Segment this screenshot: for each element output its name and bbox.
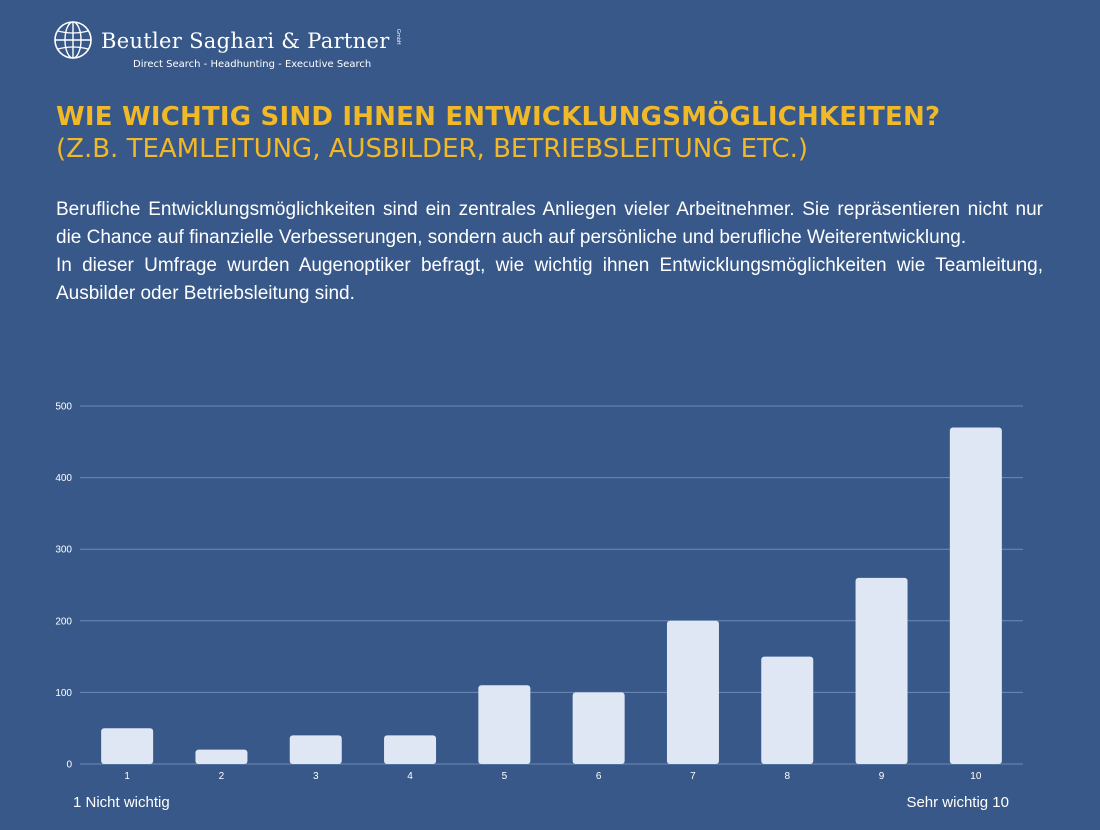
brand-tagline: Direct Search - Headhunting - Executive … [133,59,372,70]
x-tick-label: 4 [407,771,413,782]
bar-4 [384,735,437,764]
x-tick-label: 2 [219,771,225,782]
x-tick-label: 10 [970,771,982,782]
y-tick-label: 200 [55,616,72,627]
brand-name: Beutler Saghari & Partner [101,29,390,53]
description-paragraph-1: Berufliche Entwicklungsmöglichkeiten sin… [56,199,1043,248]
bar-chart: 0 100 200 300 400 500 1 2 3 4 5 6 7 8 9 10 1 Nicht wic… [0,388,1100,826]
page-subtitle: (Z.B. TEAMLEITUNG, AUSBILDER, BETRIEBSLE… [56,134,808,164]
y-tick-label: 300 [55,545,72,556]
bars [101,427,1002,764]
bar-9 [855,577,908,764]
x-tick-label: 5 [502,771,508,782]
brand-suffix: GmbH [395,29,401,45]
scale-left-label: 1 Nicht wichtig [73,794,170,811]
y-axis-ticks: 0 100 200 300 400 500 [55,402,72,771]
description: Berufliche Entwicklungsmöglichkeiten sin… [56,196,1043,308]
description-paragraph-2: In dieser Umfrage wurden Augenoptiker be… [56,255,1043,304]
x-tick-label: 7 [690,771,696,782]
x-tick-label: 8 [784,771,790,782]
bar-1 [101,728,154,764]
x-axis-ticks: 1 2 3 4 5 6 7 8 9 10 [124,771,981,782]
bar-8 [761,656,814,764]
y-tick-label: 0 [66,760,72,771]
bar-10 [949,427,1002,764]
y-tick-label: 500 [55,402,72,413]
bar-5 [478,685,531,764]
x-tick-label: 9 [879,771,885,782]
x-tick-label: 3 [313,771,319,782]
page-title: WIE WICHTIG SIND IHNEN ENTWICKLUNGSMÖGLI… [56,102,941,132]
bar-3 [289,735,342,764]
bar-2 [195,749,248,764]
bar-chart-svg: 0 100 200 300 400 500 1 2 3 4 5 6 7 8 9 10 1 Nicht wic… [55,402,1023,811]
globe-icon [54,21,92,59]
x-tick-label: 1 [124,771,130,782]
y-tick-label: 100 [55,688,72,699]
scale-right-label: Sehr wichtig 10 [906,794,1009,811]
bar-6 [572,692,625,764]
y-tick-label: 400 [55,473,72,484]
x-tick-label: 6 [596,771,602,782]
company-logo: Beutler Saghari & Partner GmbH Direct Se… [53,20,433,72]
bar-7 [666,620,719,764]
